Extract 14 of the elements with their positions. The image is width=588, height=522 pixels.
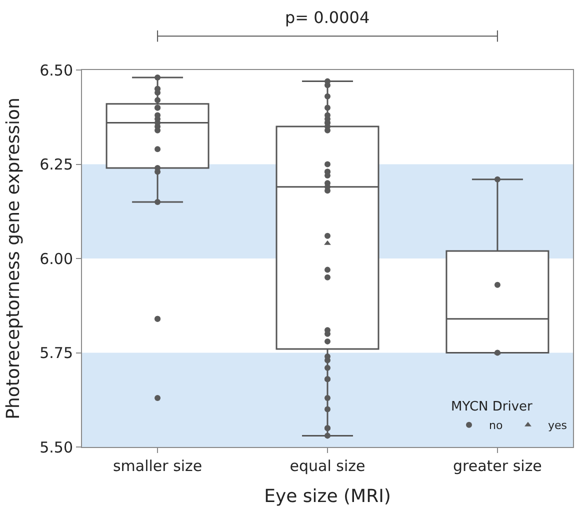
y-tick-label: 6.50 bbox=[40, 61, 73, 80]
y-axis-title: Photoreceptorness gene expression bbox=[2, 98, 24, 420]
y-tick-label: 6.25 bbox=[40, 156, 73, 174]
y-tick-label: 5.75 bbox=[40, 344, 73, 362]
x-tick-label: equal size bbox=[290, 457, 366, 475]
y-tick-label: 6.00 bbox=[40, 250, 73, 268]
legend-label: yes bbox=[548, 419, 568, 432]
legend-title: MYCN Driver bbox=[451, 399, 534, 414]
x-tick-label: smaller size bbox=[112, 457, 202, 475]
text: p= 0.0004 bbox=[285, 8, 370, 27]
legend-label: no bbox=[489, 419, 503, 432]
x-tick-label: greater size bbox=[453, 457, 542, 475]
y-tick-label: 5.50 bbox=[40, 438, 73, 456]
x-axis-title: Eye size (MRI) bbox=[264, 486, 391, 508]
